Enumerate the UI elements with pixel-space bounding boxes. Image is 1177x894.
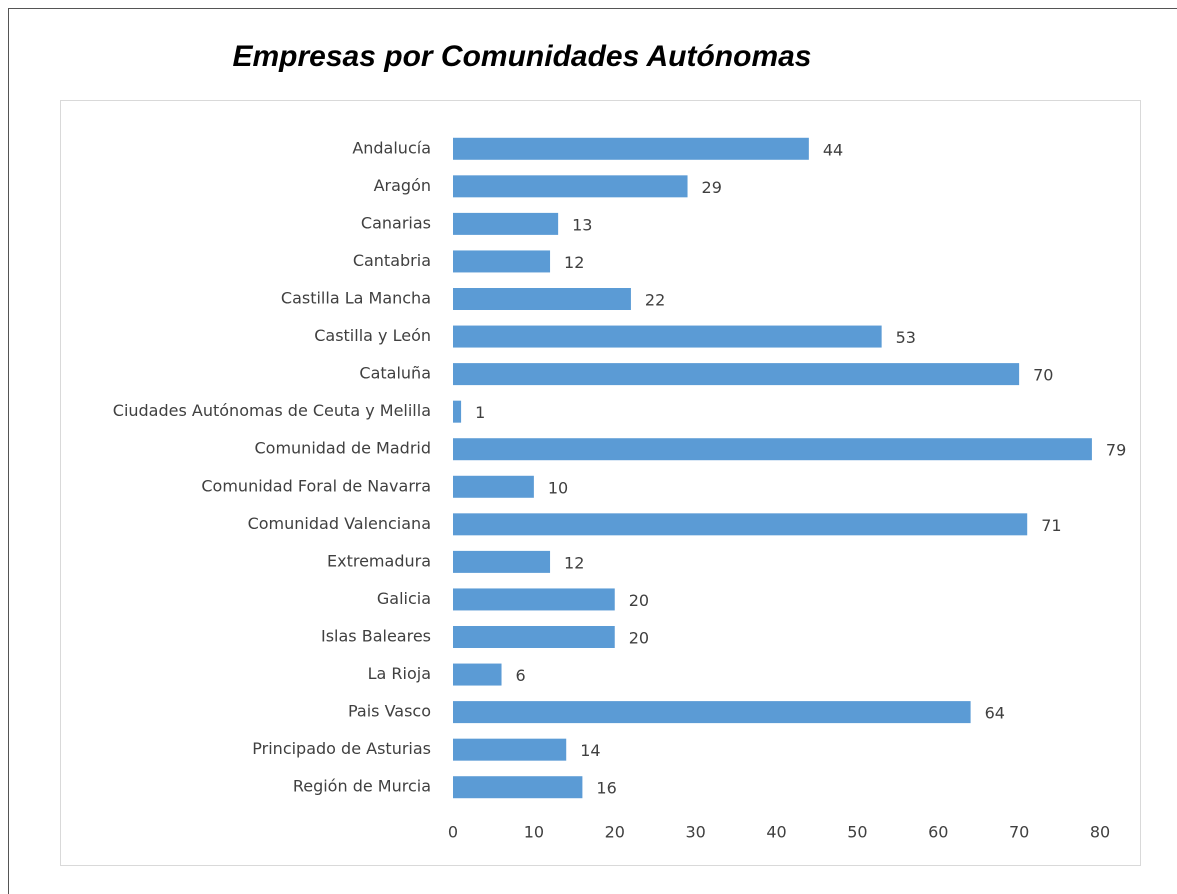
value-label: 53 bbox=[896, 328, 916, 347]
y-tick-label: Extremadura bbox=[327, 551, 431, 570]
value-label: 22 bbox=[645, 291, 665, 310]
bar bbox=[453, 626, 615, 648]
y-tick-label: Aragón bbox=[374, 176, 431, 195]
value-label: 70 bbox=[1033, 366, 1053, 385]
y-tick-label: Comunidad de Madrid bbox=[254, 439, 431, 458]
frame bbox=[8, 8, 1177, 894]
value-label: 64 bbox=[985, 704, 1005, 723]
value-label: 6 bbox=[516, 666, 526, 685]
bar bbox=[453, 738, 567, 761]
y-tick-label: Castilla La Mancha bbox=[281, 289, 431, 308]
y-tick-label: La Rioja bbox=[368, 664, 431, 683]
y-tick-label: Canarias bbox=[361, 213, 431, 232]
y-tick-label: Comunidad Foral de Navarra bbox=[201, 476, 431, 495]
bar bbox=[453, 776, 583, 799]
value-label: 13 bbox=[572, 215, 592, 234]
value-label: 79 bbox=[1106, 441, 1126, 460]
x-tick-label: 30 bbox=[685, 823, 705, 842]
bar bbox=[453, 400, 462, 423]
x-tick-label: 40 bbox=[766, 823, 786, 842]
x-tick-label: 20 bbox=[605, 823, 625, 842]
value-label: 12 bbox=[564, 553, 584, 572]
bar bbox=[453, 250, 551, 273]
bar bbox=[453, 663, 502, 686]
x-tick-label: 60 bbox=[928, 823, 948, 842]
bar bbox=[453, 701, 971, 724]
bar bbox=[453, 212, 559, 235]
y-tick-label: Andalucía bbox=[352, 138, 431, 157]
value-label: 71 bbox=[1041, 516, 1061, 535]
bar bbox=[453, 475, 534, 498]
y-tick-label: Cantabria bbox=[353, 251, 431, 270]
bar bbox=[453, 513, 1028, 536]
x-tick-label: 50 bbox=[847, 823, 867, 842]
value-label: 14 bbox=[580, 741, 600, 760]
value-label: 10 bbox=[548, 478, 568, 497]
y-tick-label: Pais Vasco bbox=[348, 702, 431, 721]
plot-frame bbox=[60, 100, 1141, 866]
bar bbox=[453, 288, 631, 310]
value-label: 20 bbox=[629, 629, 649, 648]
bar bbox=[453, 588, 615, 611]
y-tick-label: Galicia bbox=[377, 589, 431, 608]
x-tick-label: 10 bbox=[524, 823, 544, 842]
y-tick-label: Ciudades Autónomas de Ceuta y Melilla bbox=[113, 401, 431, 420]
y-tick-label: Castilla y León bbox=[314, 326, 431, 345]
bar bbox=[453, 363, 1020, 386]
bar bbox=[453, 137, 809, 160]
x-tick-label: 70 bbox=[1009, 823, 1029, 842]
value-label: 44 bbox=[823, 140, 843, 159]
value-label: 29 bbox=[702, 178, 722, 197]
value-label: 1 bbox=[475, 403, 485, 422]
y-tick-label: Cataluña bbox=[359, 364, 431, 383]
y-tick-label: Comunidad Valenciana bbox=[248, 514, 431, 533]
y-tick-label: Principado de Asturias bbox=[252, 739, 431, 758]
y-tick-label: Islas Baleares bbox=[321, 627, 431, 646]
x-tick-label: 80 bbox=[1090, 823, 1110, 842]
value-label: 16 bbox=[596, 779, 616, 798]
value-label: 12 bbox=[564, 253, 584, 272]
value-label: 20 bbox=[629, 591, 649, 610]
bar bbox=[453, 438, 1092, 461]
y-tick-label: Región de Murcia bbox=[293, 777, 431, 796]
bar bbox=[453, 550, 551, 573]
chart-title: Empresas por Comunidades Autónomas bbox=[233, 40, 812, 73]
x-tick-label: 0 bbox=[448, 823, 458, 842]
bar bbox=[453, 325, 882, 348]
bar bbox=[453, 175, 688, 198]
